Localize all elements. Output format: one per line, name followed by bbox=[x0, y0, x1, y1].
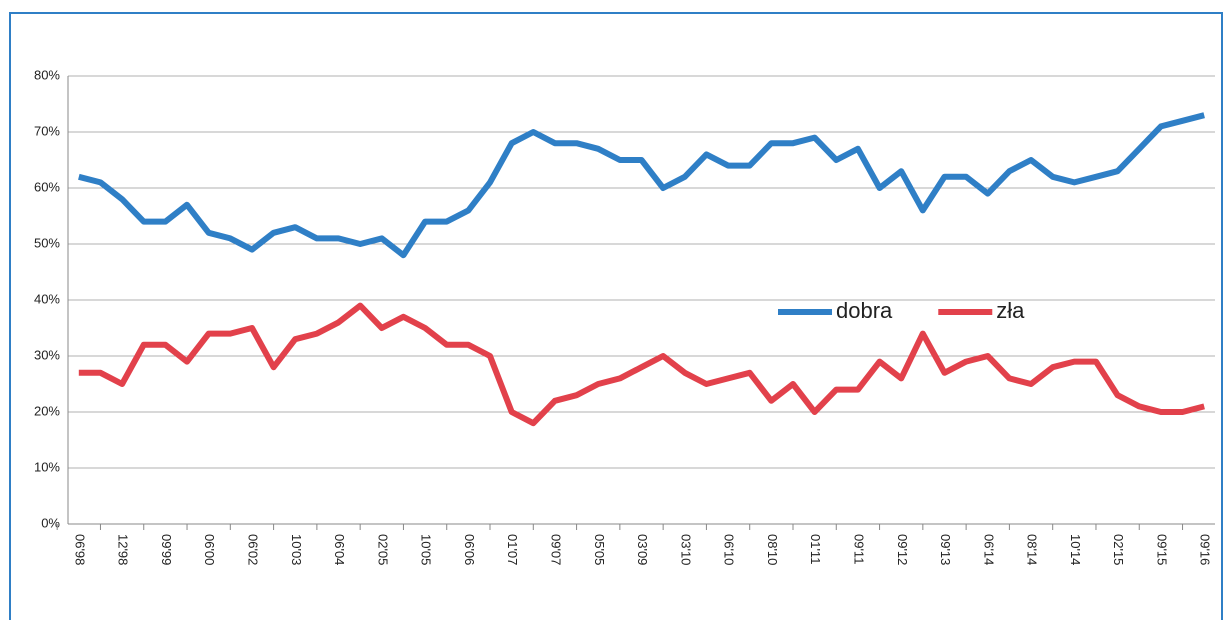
x-tick-label: 03'10 bbox=[678, 534, 693, 565]
legend-label: zła bbox=[996, 298, 1025, 323]
x-tick-label: 01'07 bbox=[505, 534, 520, 565]
y-tick-label: 30% bbox=[34, 347, 60, 362]
x-tick-label: 08'10 bbox=[765, 534, 780, 565]
line-series bbox=[78, 302, 1205, 427]
x-tick-label: 06'02 bbox=[246, 534, 261, 565]
frame bbox=[9, 12, 1223, 620]
x-tick-label: 02'15 bbox=[1111, 534, 1126, 565]
x-tick-label: 06'14 bbox=[981, 534, 996, 565]
x-tick-label: 06'06 bbox=[462, 534, 477, 565]
x-tick-label: 06'04 bbox=[332, 534, 347, 565]
x-tick-label: 03'09 bbox=[635, 534, 650, 565]
x-tick-label: 10'03 bbox=[289, 534, 304, 565]
line-series bbox=[78, 112, 1205, 259]
x-tick-label: 10'14 bbox=[1068, 534, 1083, 565]
x-tick-label: 12'98 bbox=[116, 534, 131, 565]
x-tick-label: 06'98 bbox=[72, 534, 87, 565]
y-tick-label: 20% bbox=[34, 403, 60, 418]
y-tick-label: 0% bbox=[41, 515, 60, 530]
x-tick-label: 06'10 bbox=[722, 534, 737, 565]
x-tick-label: 09'12 bbox=[895, 534, 910, 565]
x-tick-label: 01'11 bbox=[808, 534, 823, 564]
x-tick-label: 09'16 bbox=[1198, 534, 1213, 565]
x-tick-label: 09'11 bbox=[851, 534, 866, 564]
x-tick-label: 09'15 bbox=[1154, 534, 1169, 565]
x-tick-label: 06'00 bbox=[202, 534, 217, 565]
x-tick-label: 02'05 bbox=[375, 534, 390, 565]
y-tick-label: 10% bbox=[34, 459, 60, 474]
x-tick-label: 09'99 bbox=[159, 534, 174, 565]
x-tick-label: 09'13 bbox=[938, 534, 953, 565]
x-tick-label: 05'05 bbox=[592, 534, 607, 565]
x-tick-label: 08'14 bbox=[1025, 534, 1040, 565]
x-tick-label: 09'07 bbox=[548, 534, 563, 565]
legend-label: dobra bbox=[836, 298, 893, 323]
x-tick-label: 10'05 bbox=[419, 534, 434, 565]
y-tick-label: 60% bbox=[34, 179, 60, 194]
y-tick-label: 70% bbox=[34, 123, 60, 138]
y-tick-label: 50% bbox=[34, 235, 60, 250]
y-tick-label: 40% bbox=[34, 291, 60, 306]
y-tick-label: 80% bbox=[34, 67, 60, 82]
